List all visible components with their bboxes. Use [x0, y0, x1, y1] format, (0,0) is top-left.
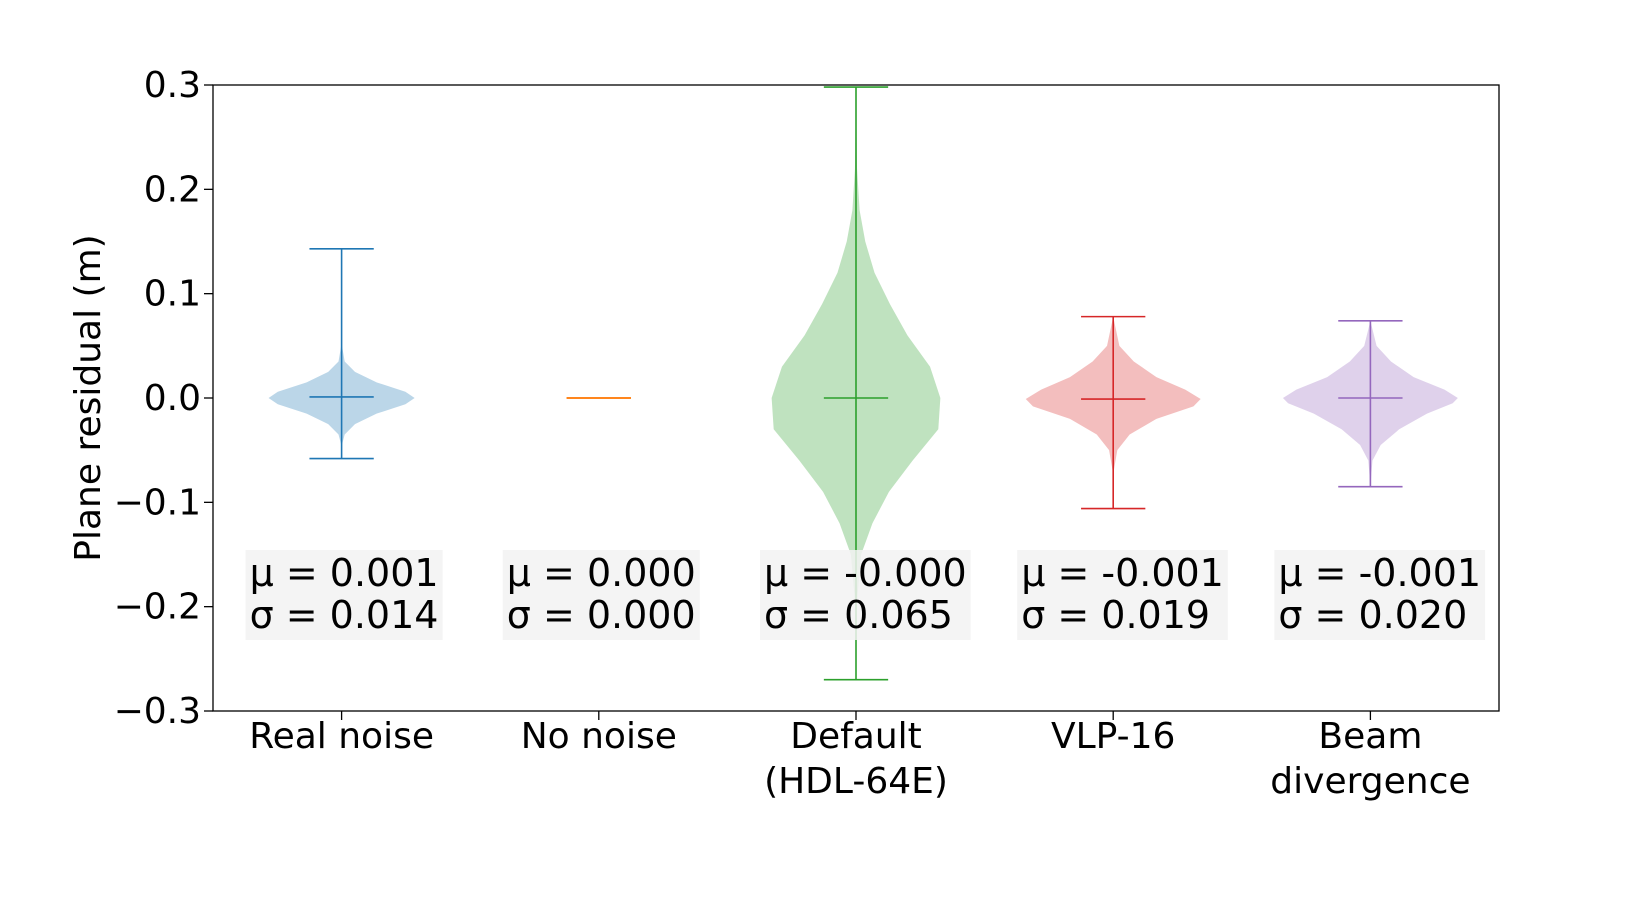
y-tick-label: 0.3 — [144, 65, 201, 106]
stats-annotation-box — [1017, 550, 1228, 640]
y-axis-label: Plane residual (m) — [68, 234, 109, 561]
x-tick-label: No noise — [521, 716, 677, 757]
stats-annotation-box — [760, 550, 971, 640]
y-tick-label: 0.1 — [144, 274, 201, 315]
y-tick-label: −0.1 — [114, 482, 201, 523]
mean-annotation: μ = -0.001 — [1278, 551, 1481, 595]
std-annotation: σ = 0.000 — [507, 593, 696, 637]
mean-annotation: μ = -0.001 — [1021, 551, 1224, 595]
mean-annotation: μ = -0.000 — [764, 551, 967, 595]
axes-layer: 0.3 0.2 0.1 0.0 −0.1 −0.2 −0.3 Real noise No noi… — [114, 65, 1471, 802]
std-annotation: σ = 0.014 — [250, 593, 439, 637]
x-tick-label: Beam divergence — [1270, 716, 1470, 802]
mean-annotation: μ = 0.001 — [250, 551, 439, 595]
mean-annotation: μ = 0.000 — [507, 551, 696, 595]
y-tick-label: 0.2 — [144, 169, 201, 210]
std-annotation: σ = 0.020 — [1278, 593, 1467, 637]
y-tick-label: 0.0 — [144, 378, 201, 419]
stats-annotation-box — [1274, 550, 1486, 640]
std-annotation: σ = 0.019 — [1021, 593, 1210, 637]
stats-annotation-box — [502, 550, 700, 640]
stats-annotation-box — [245, 550, 443, 640]
x-tick-label: Real noise — [249, 716, 434, 757]
x-tick-label: VLP-16 — [1051, 716, 1175, 757]
y-tick-label: −0.3 — [114, 691, 201, 732]
x-tick-label: Default (HDL-64E) — [764, 716, 948, 802]
y-tick-label: −0.2 — [114, 587, 201, 628]
std-annotation: σ = 0.065 — [764, 593, 953, 637]
